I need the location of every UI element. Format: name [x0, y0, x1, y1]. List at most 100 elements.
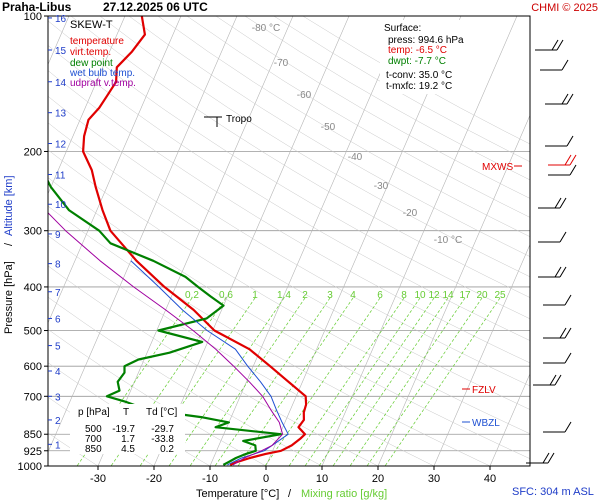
temperature-tick-label: 30 — [428, 473, 440, 485]
mixing-ratio-line — [304, 297, 421, 466]
surface-tconv: t-conv: 35.0 °C — [386, 70, 452, 81]
wind-barb-icon — [545, 93, 574, 105]
isotherm-line — [377, 114, 530, 466]
dry-adiabat-line — [48, 235, 435, 466]
station-title: Praha-Libus — [2, 0, 72, 14]
mixing-ratio-line — [189, 297, 306, 466]
isotherm-line — [0, 16, 13, 466]
dry-adiabat-line — [99, 16, 530, 278]
dry-adiabat-line — [157, 16, 530, 237]
dry-adiabat-line — [48, 177, 530, 459]
isotherm-line — [48, 16, 126, 195]
isotherm-label: -40 — [348, 152, 363, 163]
ylabel-pressure: Pressure [hPa] — [3, 261, 15, 334]
table-cell: -29.7 — [151, 424, 174, 435]
mixing-ratio-label: 2 — [302, 290, 308, 301]
isotherm-label: -30 — [374, 181, 389, 192]
mixing-ratio-line — [318, 297, 435, 466]
isotherm-line — [48, 16, 182, 324]
mixing-ratio-label: 10 — [414, 290, 426, 301]
legend-item-dewpoint: dew point — [70, 58, 113, 69]
table-header-t: T — [123, 407, 129, 418]
mixing-ratio-label: 3 — [327, 290, 333, 301]
wind-barbs — [526, 39, 577, 464]
xlabel-temp: Temperature [°C] — [196, 488, 279, 500]
wind-barb-flag — [559, 231, 567, 243]
chart-grid — [0, 16, 530, 466]
wind-barb-flag — [556, 39, 564, 51]
wind-barb-flag — [551, 39, 559, 51]
temperature-tick-label: -20 — [146, 473, 162, 485]
surface-temp: temp: -6.5 °C — [388, 45, 447, 56]
isotherm-label: -80 °C — [252, 23, 280, 34]
wind-barb-flag — [554, 266, 562, 278]
temperature-tick-label: 40 — [484, 473, 496, 485]
dry-adiabat-line — [48, 95, 530, 387]
series-dew-point-line — [48, 179, 282, 466]
isotherm-line — [489, 372, 530, 466]
dry-adiabat-line — [48, 122, 530, 410]
table-cell: 1.7 — [121, 434, 135, 445]
wind-barb-icon — [548, 154, 577, 166]
wind-barb-icon — [540, 59, 569, 71]
wind-barb-icon — [533, 374, 562, 386]
y-axis-label: Pressure [hPa] / Altitude [km] — [3, 175, 15, 334]
wind-barb-flag — [566, 93, 574, 105]
temperature-tick-label: -30 — [90, 473, 106, 485]
pressure-tick-label: 600 — [24, 361, 42, 373]
mixing-ratio-label: 6 — [377, 290, 383, 301]
mixing-ratio-line — [384, 297, 501, 466]
wind-barb-icon — [543, 421, 572, 433]
wind-barb-flag — [569, 154, 577, 166]
sounding-series — [48, 16, 308, 466]
temperature-tick-label: 0 — [263, 473, 269, 485]
wind-barb-icon — [538, 266, 567, 278]
table-cell: 0.2 — [160, 444, 174, 455]
isotherm-label: -70 — [274, 58, 289, 69]
mixing-ratio-label: 25 — [494, 290, 506, 301]
isotherm-line — [97, 16, 294, 466]
wind-barb-icon — [526, 452, 555, 464]
isotherm-label: -60 — [297, 90, 312, 101]
isotherm-line — [153, 16, 350, 466]
wind-barb-flag — [554, 197, 562, 209]
pressure-tick-label: 300 — [24, 226, 42, 238]
mixing-ratio-line — [332, 297, 449, 466]
wind-barb-icon — [535, 39, 564, 51]
level-markers: Tropo MXWS FZLV WBZL — [204, 114, 522, 429]
mixing-ratio-label: 0.2 — [185, 290, 199, 301]
mixing-ratio-line — [214, 297, 331, 466]
dry-adiabat-line — [128, 16, 530, 257]
wind-barb-flag — [564, 421, 572, 433]
dry-adiabat-line — [48, 329, 267, 466]
plot-frame — [47, 15, 531, 467]
wind-barb-flag — [547, 452, 555, 464]
mixing-ratio-line — [366, 297, 483, 466]
legend-item-temperature: temperature — [70, 36, 124, 47]
wind-barb-flag — [559, 197, 567, 209]
temperature-tick-label: 10 — [316, 473, 328, 485]
surface-title: Surface: — [384, 23, 421, 34]
pressure-tick-label: 100 — [24, 11, 42, 23]
altitude-tick-label: 5 — [55, 342, 61, 353]
altitude-tick-label: 7 — [55, 288, 61, 299]
legend-item-updraft: udpraft v.temp. — [70, 78, 136, 89]
legend-title: SKEW-T — [70, 19, 113, 31]
ylabel-altitude: Altitude [km] — [3, 175, 15, 236]
x-axis-label: Temperature [°C] / Mixing ratio [g/kg] — [196, 488, 387, 500]
wind-barb-flag — [566, 135, 574, 147]
wind-barb-flag — [549, 374, 557, 386]
dry-adiabat-line — [48, 265, 379, 466]
wind-barb-flag — [554, 374, 562, 386]
altitude-tick-label: 16 — [55, 14, 67, 25]
dry-adiabat-line — [70, 16, 530, 298]
table-cell: 700 — [85, 434, 102, 445]
dry-adiabat-line — [186, 16, 530, 218]
mixing-ratio-line — [76, 297, 193, 466]
wind-barb-flag — [564, 327, 572, 339]
mixing-ratio-line — [139, 297, 256, 466]
fzlv-label: FZLV — [472, 385, 496, 396]
mixing-ratio-label: 14 — [442, 290, 454, 301]
legend-item-virt-temp: virt.temp. — [70, 47, 111, 58]
